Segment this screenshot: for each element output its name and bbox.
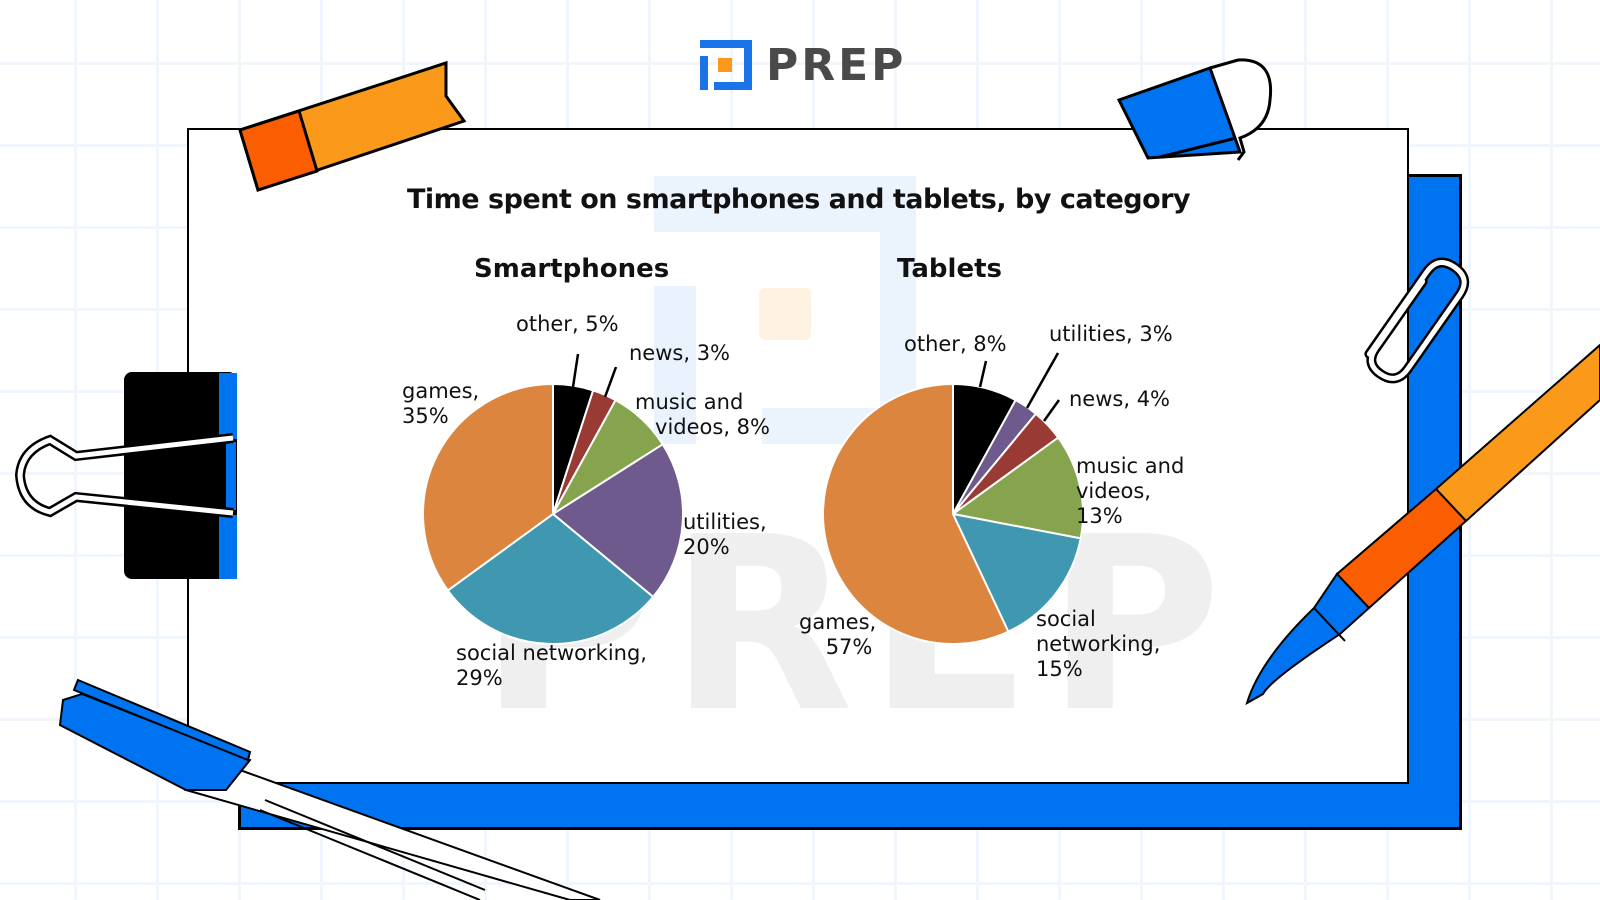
label-leader-line xyxy=(978,360,988,388)
tablets-pie-title: Tablets xyxy=(897,254,1002,284)
smartphones-label-games: games, 35% xyxy=(402,379,480,428)
tablets-label-utilities: utilities, 3% xyxy=(1049,322,1173,346)
smartphones-label-social-networking: social networking, 29% xyxy=(456,641,647,690)
chart-paper: PREP Time spent on smartphones and table… xyxy=(187,128,1409,784)
smartphones-slice-utilities xyxy=(551,442,684,599)
prep-logo: PREP xyxy=(696,36,906,94)
label-leader-line xyxy=(571,353,580,388)
smartphones-slice-games xyxy=(422,382,554,592)
smartphones-label-music-videos: music and videos, 8% xyxy=(635,390,770,439)
smartphones-label-utilities: utilities, 20% xyxy=(683,510,767,559)
prep-logo-icon xyxy=(696,36,756,94)
tablets-label-games: games, 57% xyxy=(799,610,877,659)
tablets-slice-social-networking xyxy=(951,512,1082,633)
label-leader-line xyxy=(1042,399,1061,422)
tablets-label-news: news, 4% xyxy=(1069,387,1171,411)
prep-logo-text: PREP xyxy=(766,39,907,91)
chart-title: Time spent on smartphones and tablets, b… xyxy=(407,184,1191,215)
tablets-label-other: other, 8% xyxy=(904,332,1007,356)
smartphones-pie-title: Smartphones xyxy=(474,254,670,284)
label-leader-line xyxy=(603,366,618,398)
tablets-slice-music-and-videos xyxy=(950,436,1084,540)
pie-charts xyxy=(422,352,1084,645)
tablets-slice-games xyxy=(822,382,1010,645)
smartphones-label-other: other, 5% xyxy=(516,312,619,336)
label-leader-line xyxy=(1025,352,1060,409)
tablets-label-music-videos: music and videos, 13% xyxy=(1076,454,1185,528)
tablets-label-social-networking: social networking, 15% xyxy=(1036,607,1161,681)
smartphones-label-news: news, 3% xyxy=(629,341,731,365)
smartphones-slice-social-networking xyxy=(446,512,655,645)
